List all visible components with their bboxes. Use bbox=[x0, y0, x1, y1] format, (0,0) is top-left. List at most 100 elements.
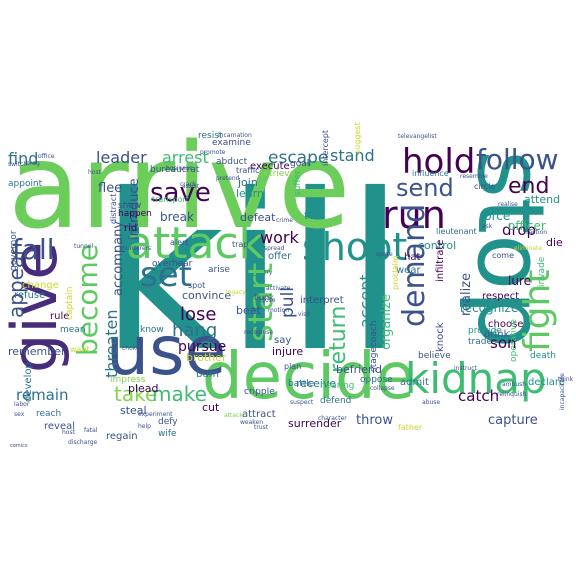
word: run bbox=[382, 193, 446, 237]
word: use bbox=[106, 312, 227, 391]
word: die bbox=[546, 236, 563, 249]
word: labor bbox=[14, 401, 30, 408]
word: battle bbox=[288, 379, 315, 389]
word: death bbox=[530, 351, 556, 361]
word: leader bbox=[96, 148, 147, 167]
word: choose bbox=[488, 319, 524, 330]
word: retrieve bbox=[260, 169, 296, 179]
word: circle bbox=[474, 182, 496, 191]
word: close bbox=[260, 297, 276, 304]
word: flee bbox=[98, 181, 123, 196]
word: change bbox=[22, 280, 59, 291]
word: fatal bbox=[84, 427, 98, 434]
word: kill bbox=[100, 148, 406, 399]
word: business bbox=[166, 165, 193, 172]
word: catch bbox=[458, 387, 500, 405]
word: refuse bbox=[14, 290, 46, 301]
word: execute bbox=[250, 161, 290, 172]
word: ask bbox=[482, 223, 493, 230]
word: cut bbox=[202, 401, 220, 414]
word: resist bbox=[198, 131, 223, 141]
word: shoot bbox=[302, 225, 408, 269]
word: ambush bbox=[502, 381, 527, 388]
word: plan bbox=[284, 362, 302, 371]
word: befriend bbox=[336, 363, 382, 376]
word: stagecoach bbox=[369, 320, 379, 372]
word: comics bbox=[10, 443, 28, 449]
word: examine bbox=[212, 138, 251, 148]
word: fall bbox=[12, 233, 55, 266]
word: interpret bbox=[300, 295, 344, 306]
word: knock bbox=[435, 322, 446, 352]
word: receive bbox=[296, 377, 337, 390]
word: collapse bbox=[370, 385, 395, 392]
word: proclaim bbox=[391, 255, 400, 290]
word: rule bbox=[50, 311, 70, 322]
word: discharge bbox=[68, 439, 98, 446]
word: visit bbox=[298, 311, 311, 318]
word: arise bbox=[208, 265, 230, 275]
word: spread bbox=[264, 245, 285, 252]
word: traffic bbox=[236, 166, 260, 175]
word: motion bbox=[268, 307, 290, 314]
word: send bbox=[396, 174, 454, 202]
word: break bbox=[160, 210, 194, 224]
word: crippIe bbox=[244, 387, 275, 397]
word: alert bbox=[170, 238, 189, 247]
word: become bbox=[71, 243, 104, 356]
word: spare bbox=[376, 251, 393, 258]
word: promote bbox=[200, 149, 226, 156]
word: hat bbox=[404, 252, 421, 263]
word: say bbox=[274, 335, 292, 346]
word: take bbox=[114, 382, 158, 406]
word: attend bbox=[524, 193, 561, 206]
word: force bbox=[480, 209, 511, 223]
word: admit bbox=[400, 377, 429, 388]
word: appoint bbox=[8, 179, 43, 189]
word: remember bbox=[8, 345, 66, 358]
word: decide bbox=[202, 340, 415, 414]
word: officer bbox=[508, 219, 546, 233]
word: mean bbox=[60, 325, 86, 335]
word: impress bbox=[110, 375, 146, 385]
word: develop bbox=[23, 362, 34, 402]
word: injure bbox=[272, 345, 304, 358]
word: arrive bbox=[8, 117, 351, 255]
word: trap bbox=[232, 240, 249, 249]
word: tell bbox=[304, 209, 322, 222]
word: work bbox=[260, 228, 299, 247]
word: hang bbox=[172, 320, 218, 341]
word: escape bbox=[268, 148, 329, 168]
word: suspect bbox=[290, 399, 314, 406]
word: spot bbox=[188, 281, 206, 290]
word: save bbox=[150, 178, 211, 208]
word: suffer bbox=[293, 170, 303, 196]
word: murderers bbox=[120, 245, 152, 252]
word: pretend bbox=[216, 175, 240, 182]
word: recognize bbox=[460, 301, 519, 315]
word: father bbox=[398, 423, 423, 432]
word: son bbox=[490, 334, 517, 352]
word: choke bbox=[122, 345, 140, 352]
word: declare bbox=[528, 377, 565, 388]
word: throw bbox=[356, 413, 393, 428]
word: respect bbox=[482, 291, 520, 302]
word: help bbox=[138, 423, 151, 430]
word: provide bbox=[468, 326, 502, 336]
word: suggest bbox=[353, 122, 362, 154]
word: happen bbox=[118, 209, 152, 219]
word: want bbox=[70, 345, 90, 354]
word: show bbox=[118, 201, 142, 211]
word: realise bbox=[498, 201, 518, 208]
word: defy bbox=[158, 417, 178, 427]
word: eliminate bbox=[514, 245, 543, 252]
word: burn bbox=[196, 369, 219, 380]
word: character bbox=[318, 415, 347, 422]
word: plead bbox=[128, 382, 159, 395]
word: invade bbox=[537, 256, 547, 287]
word: trust bbox=[254, 424, 269, 431]
word: trade bbox=[468, 337, 492, 347]
word: instruct bbox=[454, 365, 477, 372]
word: reach bbox=[36, 409, 62, 419]
word: abduct bbox=[216, 157, 248, 167]
